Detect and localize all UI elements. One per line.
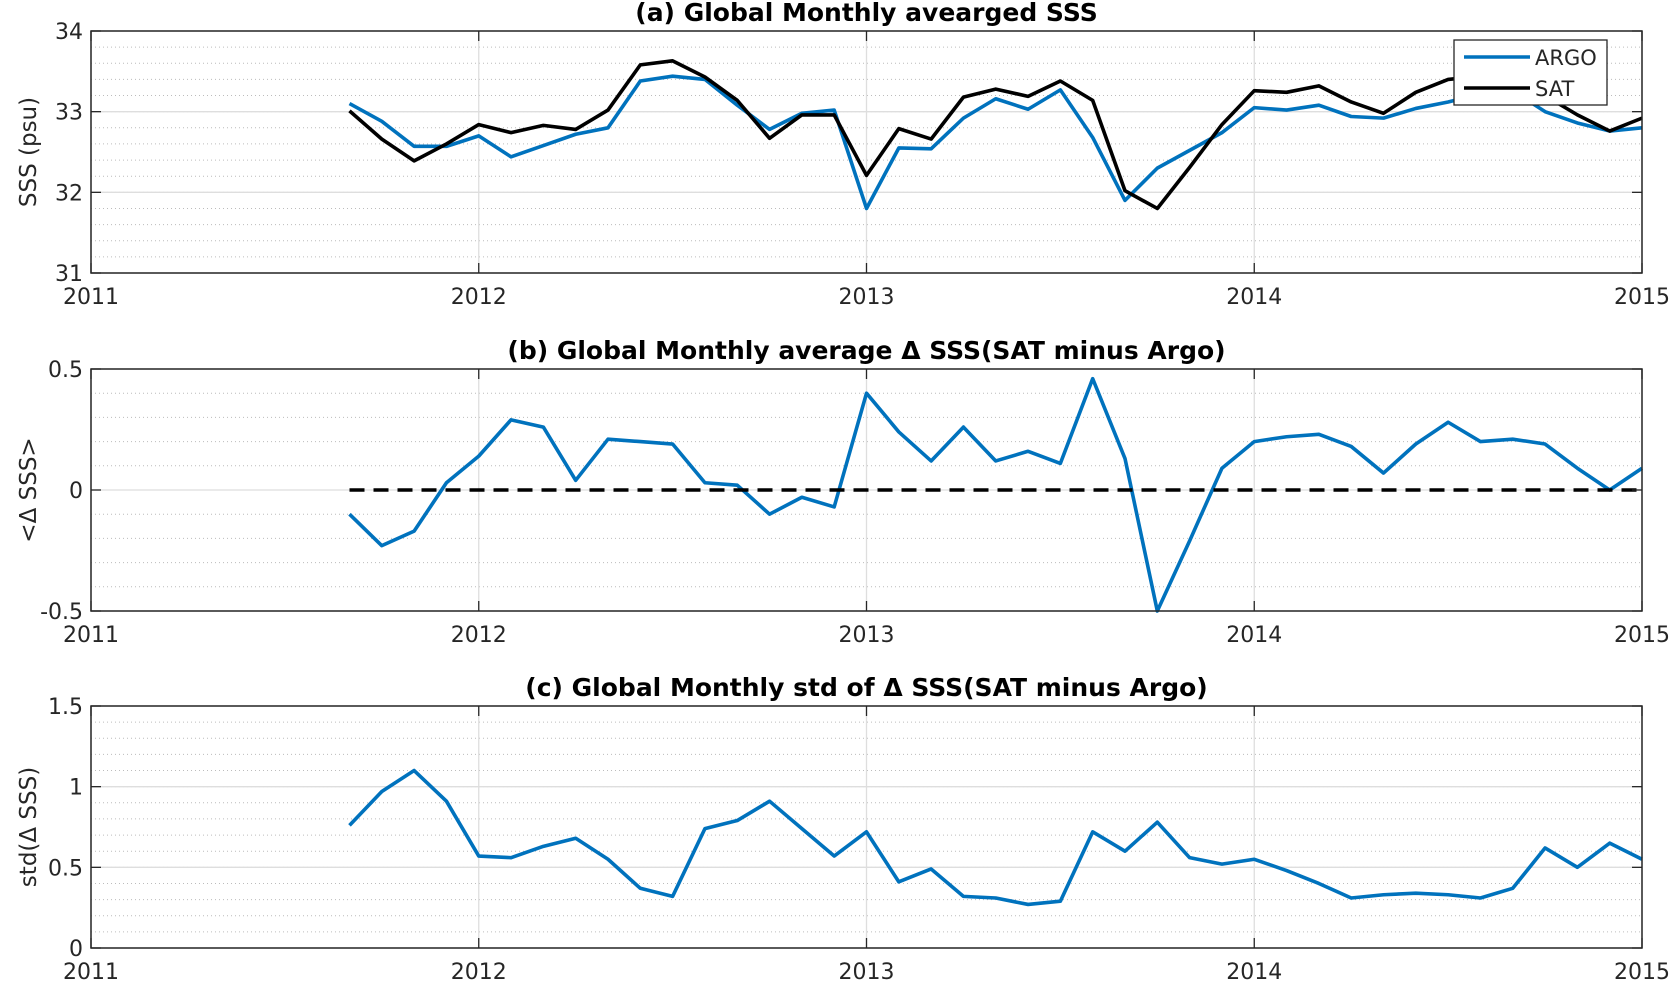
y-tick-label: 1 <box>69 776 83 801</box>
x-tick-label: 2013 <box>839 960 895 982</box>
x-tick-label: 2012 <box>451 623 507 648</box>
y-tick-label: 0.5 <box>48 856 83 881</box>
legend-box <box>1453 39 1608 106</box>
y-tick-label: 32 <box>55 181 83 206</box>
x-tick-label: 2014 <box>1226 960 1282 982</box>
legend-label-argo: ARGO <box>1535 46 1597 70</box>
panel-2: -0.5 0 0.5 2011 2012 2013 2014 2015 (b) Global M… <box>16 336 1670 648</box>
y-tick-label: 34 <box>55 20 83 45</box>
y-tick-label: 33 <box>55 101 83 126</box>
y-axis-label: <Δ SSS> <box>16 437 42 542</box>
x-tick-label: 2015 <box>1614 623 1670 648</box>
series-line-argo <box>348 74 1643 211</box>
x-tick-label: 2011 <box>63 623 119 648</box>
y-tick-label: 1.5 <box>48 695 83 720</box>
y-tick-label: 0 <box>69 937 83 962</box>
series-line <box>348 376 1644 613</box>
x-tick-label: 2012 <box>451 960 507 982</box>
series-line <box>348 768 1643 907</box>
x-tick-label: 2011 <box>63 960 119 982</box>
panel-3: 0 0.5 1 1.5 2011 2012 2013 2014 2015 (c) Global M… <box>16 673 1670 985</box>
chart-title: (b) Global Monthly average Δ SSS(SAT min… <box>507 336 1225 365</box>
y-axis-label: std(Δ SSS) <box>16 767 42 887</box>
x-tick-label: 2013 <box>839 623 895 648</box>
series-line-sat <box>348 59 1643 211</box>
x-tick-label: 2014 <box>1226 285 1282 310</box>
panel-1: 31 32 33 34 2011 2012 2013 2014 2015 (a) Global M… <box>16 0 1670 310</box>
chart-title: (c) Global Monthly std of Δ SSS(SAT minu… <box>525 673 1207 702</box>
y-tick-label: 0 <box>69 479 83 504</box>
y-tick-label: 0.5 <box>48 358 83 383</box>
x-tick-label: 2015 <box>1614 960 1670 982</box>
y-tick-label: -0.5 <box>40 600 83 625</box>
y-tick-label: 31 <box>55 262 83 287</box>
x-tick-label: 2011 <box>63 285 119 310</box>
x-tick-label: 2012 <box>451 285 507 310</box>
y-axis-label: SSS (psu) <box>16 97 42 207</box>
chart-title: (a) Global Monthly avearged SSS <box>635 0 1097 27</box>
legend-label-sat: SAT <box>1535 77 1574 101</box>
x-tick-label: 2015 <box>1614 285 1670 310</box>
x-tick-label: 2013 <box>839 285 895 310</box>
x-tick-label: 2014 <box>1226 623 1282 648</box>
